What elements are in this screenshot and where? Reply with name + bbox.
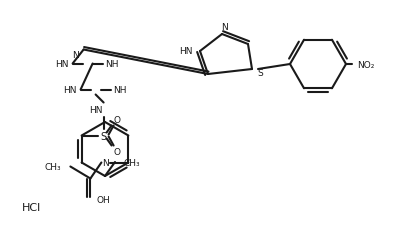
Text: O: O	[113, 147, 120, 156]
Text: HCl: HCl	[22, 202, 41, 212]
Text: N: N	[102, 158, 109, 167]
Text: HN: HN	[63, 86, 76, 94]
Text: CH₃: CH₃	[45, 162, 62, 171]
Text: HN: HN	[55, 60, 68, 69]
Text: HN: HN	[179, 47, 193, 56]
Text: NO₂: NO₂	[357, 60, 375, 69]
Text: N: N	[72, 51, 79, 60]
Text: HN: HN	[89, 106, 102, 115]
Text: CH₃: CH₃	[124, 158, 141, 167]
Text: N: N	[221, 22, 227, 31]
Text: NH: NH	[113, 86, 126, 94]
Text: O: O	[113, 116, 120, 125]
Text: NH: NH	[105, 60, 118, 69]
Text: S: S	[257, 69, 263, 78]
Text: OH: OH	[96, 195, 110, 204]
Text: S: S	[100, 131, 107, 141]
